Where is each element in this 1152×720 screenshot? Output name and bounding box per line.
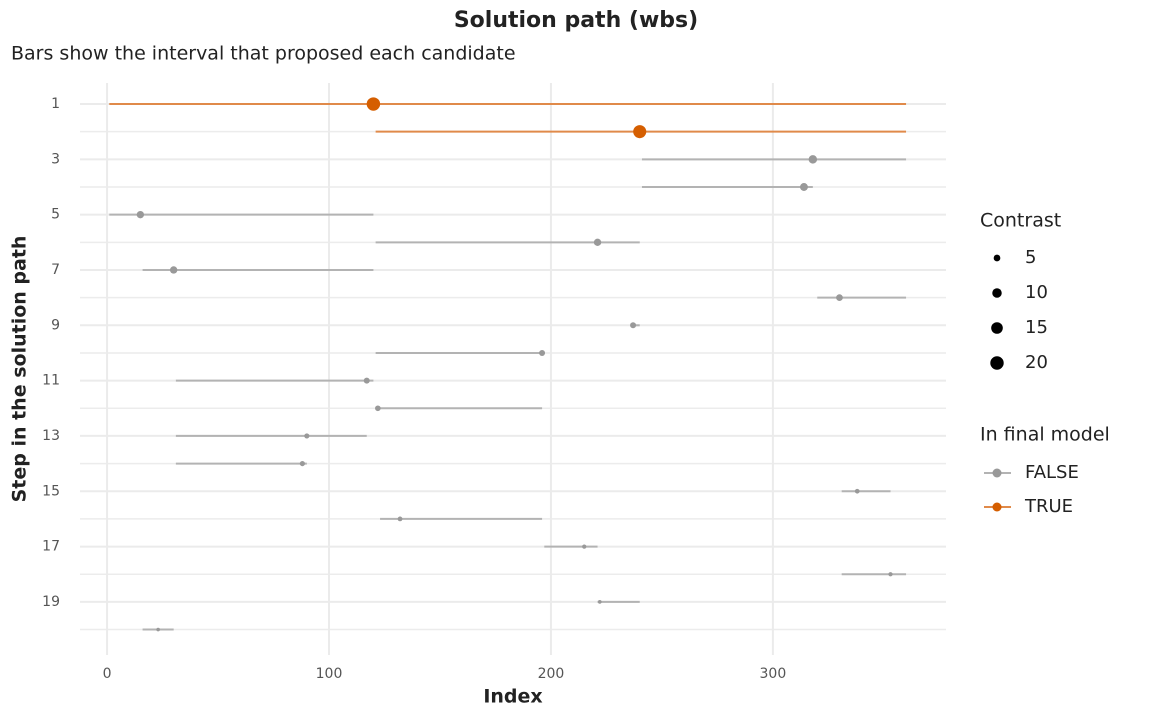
candidate-point (375, 405, 381, 412)
legend-size-key (991, 322, 1003, 334)
y-tick-label: 3 (51, 151, 60, 167)
candidate-point (363, 377, 370, 384)
y-tick-label: 7 (51, 262, 60, 278)
y-axis-title: Step in the solution path (9, 236, 31, 503)
candidate-point (593, 238, 602, 246)
candidate-point (854, 488, 860, 494)
candidate-point (136, 210, 145, 219)
candidate-point (397, 516, 403, 522)
legend-label: 20 (1025, 352, 1048, 373)
candidate-point (539, 349, 546, 356)
y-tick-label: 1 (51, 96, 60, 112)
y-tick-label: 9 (51, 317, 60, 333)
legend-size-key (992, 288, 1002, 298)
chart-subtitle: Bars show the interval that proposed eac… (11, 43, 516, 65)
candidate-point (582, 544, 587, 549)
candidate-point (169, 266, 178, 274)
legend-size-key (990, 356, 1004, 370)
candidate-point (304, 433, 310, 439)
x-axis-title: Index (483, 686, 542, 708)
candidate-point (156, 627, 160, 632)
x-tick-label: 300 (760, 666, 787, 682)
legend-point (992, 502, 1002, 512)
legend-label: 10 (1025, 282, 1048, 303)
y-tick-label: 5 (51, 207, 60, 223)
y-tick-label: 11 (42, 373, 60, 389)
legend-title: Contrast (980, 210, 1061, 232)
x-tick-label: 200 (538, 666, 565, 682)
candidate-point (299, 460, 305, 467)
candidate-point (366, 97, 381, 111)
legend-label: FALSE (1025, 462, 1079, 483)
legend-label: 5 (1025, 247, 1036, 268)
legend-title: In final model (980, 424, 1110, 446)
candidate-point (630, 322, 637, 329)
y-tick-label: 13 (42, 428, 60, 444)
chart-title: Solution path (wbs) (454, 8, 698, 33)
candidate-point (597, 600, 602, 604)
candidate-point (836, 294, 843, 301)
candidate-point (633, 125, 647, 139)
y-tick-label: 15 (42, 483, 60, 499)
candidate-point (888, 572, 893, 577)
legend-label: 15 (1025, 317, 1048, 338)
y-tick-label: 17 (42, 539, 60, 555)
x-tick-label: 0 (103, 666, 112, 682)
candidate-point (799, 183, 808, 191)
candidate-point (808, 155, 818, 164)
legend-point (992, 468, 1002, 478)
legend-size-key (993, 254, 1001, 262)
legend-label: TRUE (1024, 496, 1073, 517)
y-tick-label: 19 (42, 594, 60, 610)
x-tick-label: 100 (316, 666, 343, 682)
